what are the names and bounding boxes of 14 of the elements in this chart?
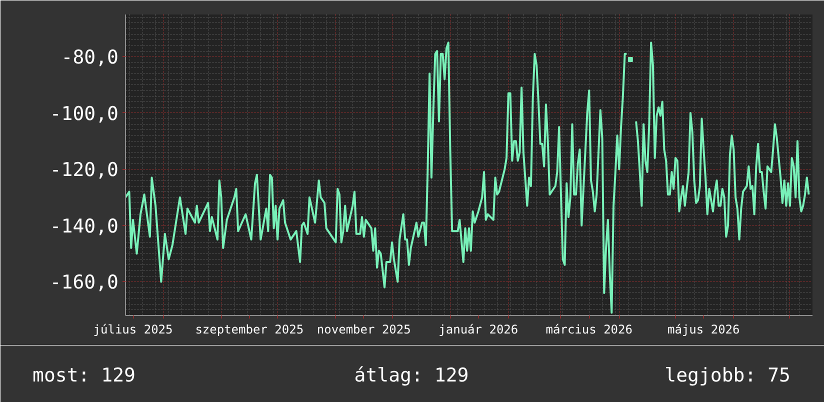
x-tick-label: szeptember 2025 <box>195 322 304 336</box>
y-tick-label: -100,0 <box>50 102 119 125</box>
text: legjobb: 75 <box>664 364 791 386</box>
y-tick-label: -140,0 <box>50 215 119 238</box>
x-tick-label: január 2026 <box>438 322 518 336</box>
x-tick-label: július 2025 <box>93 322 173 336</box>
text: átlag: 129 <box>354 364 469 386</box>
x-tick-label: május 2026 <box>668 322 740 336</box>
y-tick-label: -80,0 <box>61 46 119 69</box>
x-tick-label: november 2025 <box>316 322 411 336</box>
y-tick-label: -120,0 <box>50 159 119 182</box>
text: most: 129 <box>32 364 136 386</box>
x-tick-label: március 2026 <box>546 322 632 336</box>
y-tick-label: -160,0 <box>50 272 119 294</box>
